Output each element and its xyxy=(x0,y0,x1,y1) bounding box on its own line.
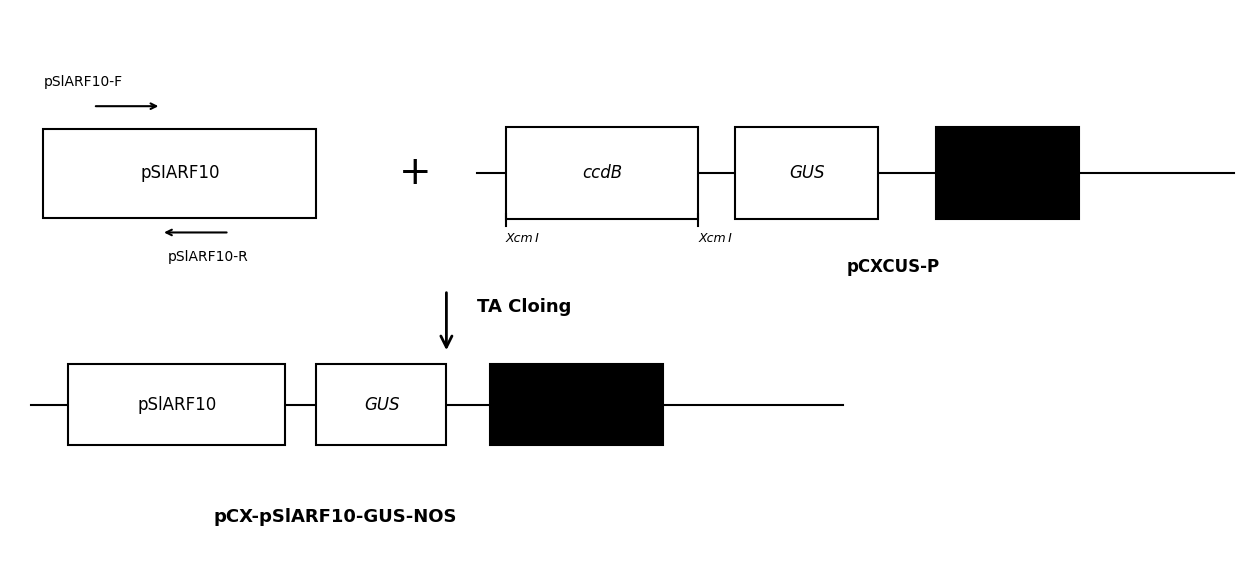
Bar xyxy=(735,127,878,219)
Bar xyxy=(68,364,285,445)
Text: GUS: GUS xyxy=(365,395,399,414)
Bar xyxy=(316,364,446,445)
Bar xyxy=(936,127,1079,219)
Text: TA Cloing: TA Cloing xyxy=(477,298,572,316)
Text: pSlARF10: pSlARF10 xyxy=(138,395,217,414)
Bar xyxy=(506,127,698,219)
Text: GUS: GUS xyxy=(790,164,825,183)
Text: pCXCUS-P: pCXCUS-P xyxy=(846,258,940,276)
Text: pSIARF10: pSIARF10 xyxy=(140,164,219,183)
Text: pSlARF10-R: pSlARF10-R xyxy=(167,250,248,263)
Bar xyxy=(490,364,663,445)
Text: +: + xyxy=(399,154,432,192)
Text: Xcm I: Xcm I xyxy=(698,232,732,246)
Text: pSlARF10-F: pSlARF10-F xyxy=(43,75,123,89)
Text: ccdB: ccdB xyxy=(583,164,622,183)
Bar xyxy=(43,129,316,218)
Text: Xcm I: Xcm I xyxy=(506,232,539,246)
Text: pCX-pSlARF10-GUS-NOS: pCX-pSlARF10-GUS-NOS xyxy=(213,507,456,526)
